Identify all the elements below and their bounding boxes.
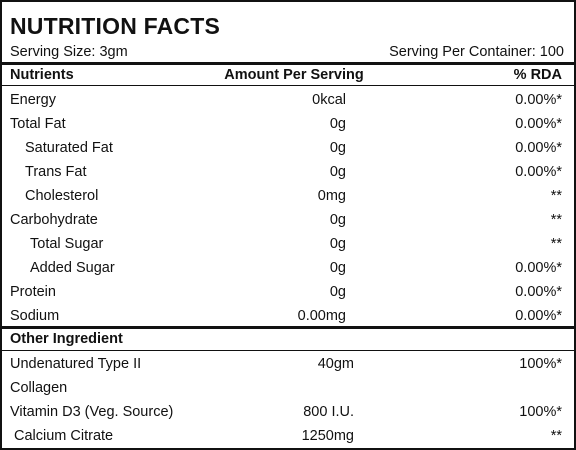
nutrient-amount: 0kcal bbox=[312, 92, 346, 108]
ingredient-amount: 1250mg bbox=[301, 428, 354, 444]
nutrient-rda: ** bbox=[550, 188, 562, 204]
nutrient-amount: 0g bbox=[329, 116, 346, 132]
serving-size: Serving Size: 3gm bbox=[10, 44, 128, 60]
rule bbox=[2, 85, 574, 86]
ingredient-amount: 40gm bbox=[317, 356, 354, 372]
nutrient-name: Trans Fat bbox=[25, 164, 87, 180]
nutrient-amount: 0mg bbox=[317, 188, 346, 204]
ingredient-amount: 800 I.U. bbox=[303, 404, 354, 420]
nutrient-amount: 0g bbox=[329, 164, 346, 180]
nutrient-rda: ** bbox=[550, 212, 562, 228]
ingredient-rda: 100%* bbox=[519, 404, 562, 420]
column-header: Amount Per Serving bbox=[224, 67, 364, 83]
nutrient-name: Saturated Fat bbox=[25, 140, 113, 156]
nutrient-amount: 0g bbox=[329, 236, 346, 252]
nutrient-amount: 0g bbox=[329, 260, 346, 276]
nutrient-name: Sodium bbox=[10, 308, 60, 324]
ingredient-rda: 100%* bbox=[519, 356, 562, 372]
nutrient-name: Total Sugar bbox=[30, 236, 104, 252]
nutrient-amount: 0.00mg bbox=[297, 308, 346, 324]
nutrient-name: Protein bbox=[10, 284, 56, 300]
nutrient-rda: 0.00%* bbox=[515, 284, 562, 300]
column-header: Nutrients bbox=[10, 67, 74, 83]
ingredient-rda: ** bbox=[550, 428, 562, 444]
section-heading: Other Ingredient bbox=[10, 331, 123, 347]
nutrient-rda: 0.00%* bbox=[515, 116, 562, 132]
nutrient-rda: 0.00%* bbox=[515, 140, 562, 156]
nutrient-rda: 0.00%* bbox=[515, 92, 562, 108]
column-header: % RDA bbox=[513, 67, 562, 83]
rule bbox=[2, 350, 574, 351]
nutrient-rda: 0.00%* bbox=[515, 164, 562, 180]
nutrient-name: Energy bbox=[10, 92, 56, 108]
servings-per-container: Serving Per Container: 100 bbox=[389, 44, 564, 60]
ingredient-name: Undenatured Type II bbox=[10, 356, 142, 372]
nutrient-rda: 0.00%* bbox=[515, 260, 562, 276]
ingredient-name: Collagen bbox=[10, 380, 68, 396]
title: NUTRITION FACTS bbox=[10, 13, 220, 39]
nutrient-name: Carbohydrate bbox=[10, 212, 98, 228]
rule bbox=[2, 62, 574, 65]
rule bbox=[2, 326, 574, 329]
ingredient-name: Calcium Citrate bbox=[14, 428, 114, 444]
ingredient-name: Vitamin D3 (Veg. Source) bbox=[10, 404, 174, 420]
nutrient-name: Added Sugar bbox=[30, 260, 115, 276]
nutrient-amount: 0g bbox=[329, 212, 346, 228]
nutrient-rda: 0.00%* bbox=[515, 308, 562, 324]
nutrient-amount: 0g bbox=[329, 284, 346, 300]
nutrient-amount: 0g bbox=[329, 140, 346, 156]
nutrient-name: Total Fat bbox=[10, 116, 66, 132]
nutrient-name: Cholesterol bbox=[25, 188, 99, 204]
nutrient-rda: ** bbox=[550, 236, 562, 252]
